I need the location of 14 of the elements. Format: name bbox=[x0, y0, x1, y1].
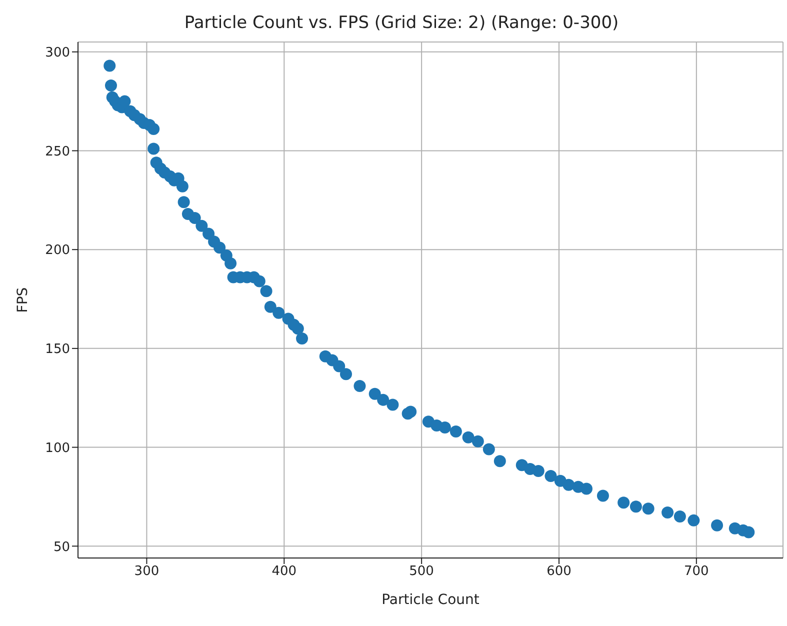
y-tick-label: 100 bbox=[45, 440, 70, 456]
x-tick-label: 300 bbox=[134, 564, 160, 580]
x-axis-title: Particle Count bbox=[382, 592, 480, 608]
y-tick-label: 250 bbox=[45, 144, 70, 160]
x-tick-label: 500 bbox=[409, 564, 434, 580]
y-tick-label: 200 bbox=[45, 243, 70, 258]
chart-title: Particle Count vs. FPS (Grid Size: 2) (Range: 0-300) bbox=[183, 12, 620, 35]
y-tick-label: 300 bbox=[45, 46, 70, 60]
y-tick-label: 150 bbox=[45, 342, 70, 358]
x-tick-label: 700 bbox=[684, 564, 709, 580]
x-tick-label: 600 bbox=[546, 564, 572, 580]
y-tick-label: 50 bbox=[53, 540, 70, 555]
y-axis-title: FPS bbox=[14, 287, 31, 313]
x-tick-label: 400 bbox=[272, 564, 297, 580]
